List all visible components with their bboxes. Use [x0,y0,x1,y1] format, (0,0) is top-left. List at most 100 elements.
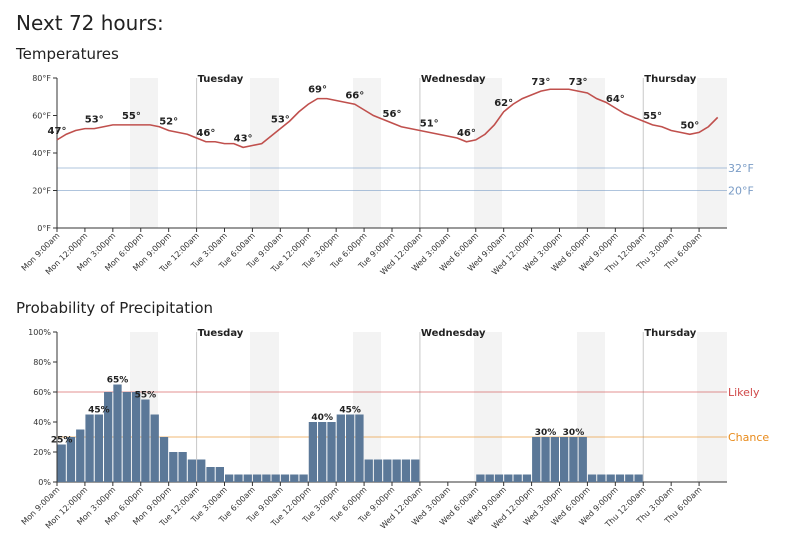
bar [625,474,634,482]
bar [513,474,522,482]
bar [271,474,280,482]
y-tick-label: 100% [28,328,51,337]
bar [327,422,336,482]
bar [85,414,94,482]
value-label: 46° [457,128,476,139]
shade [474,78,502,228]
value-label: 45% [339,406,361,416]
bar [243,474,252,482]
bar [318,422,327,482]
value-label: 65% [107,376,129,386]
bar [606,474,615,482]
bar [597,474,606,482]
y-tick-label: 20% [33,448,51,457]
shade [697,332,727,482]
value-label: 56° [383,109,402,120]
bar [262,474,271,482]
value-label: 69° [308,85,327,96]
bar [401,459,411,482]
bar [215,467,224,482]
shade [697,78,727,228]
value-label: 46° [196,128,215,139]
bar [66,437,76,482]
value-label: 51° [420,118,439,129]
shade [250,332,279,482]
bar [141,399,150,482]
y-tick-label: 40% [33,418,51,427]
reference-label: Likely [728,386,760,399]
bar [178,452,187,482]
bar [578,437,587,482]
bar [383,459,392,482]
bar [234,474,243,482]
bar [532,437,541,482]
y-tick-label: 20°F [32,187,51,196]
bar [634,474,643,482]
chart-title: Probability of Precipitation [16,299,213,317]
day-label: Wednesday [421,74,486,85]
bar [364,459,373,482]
value-label: 50° [680,120,699,131]
shade [474,332,502,482]
day-label: Thursday [644,328,697,339]
bar [57,444,66,482]
value-label: 40% [311,413,333,423]
value-label: 55% [135,391,157,401]
shade [577,78,605,228]
bar [587,474,597,482]
y-tick-label: 40°F [32,149,51,158]
value-label: 62° [494,98,513,109]
shade [353,78,381,228]
value-label: 73° [531,77,550,88]
chart-title: Temperatures [15,45,119,63]
bar [76,429,85,482]
bar [299,474,308,482]
bar [290,474,299,482]
bar [560,437,569,482]
value-label: 52° [159,117,178,128]
value-label: 25% [51,436,73,446]
bar [280,474,290,482]
bar [225,474,234,482]
reference-label: Chance [728,431,769,444]
bar [252,474,262,482]
bar [159,437,169,482]
bar [336,414,345,482]
bar [494,474,504,482]
shade [130,78,158,228]
bar [187,459,197,482]
y-tick-label: 0°F [37,224,51,233]
bar [411,459,420,482]
bar [113,384,122,482]
day-label: Thursday [644,74,697,85]
value-label: 73° [569,77,588,88]
shade [250,78,279,228]
reference-label: 20°F [728,185,754,198]
bar [122,392,131,482]
bar [131,392,141,482]
bar [485,474,494,482]
day-label: Tuesday [198,74,244,85]
page-title: Next 72 hours: [16,11,164,35]
bar [150,414,159,482]
value-label: 47° [48,126,67,137]
bar [169,452,178,482]
value-label: 53° [85,115,104,126]
bar [541,437,550,482]
bar [345,414,355,482]
bar [373,459,383,482]
bar [94,414,104,482]
value-label: 45% [88,406,110,416]
value-label: 64° [606,94,625,105]
temperature-line [56,88,719,149]
bar [392,459,401,482]
y-tick-label: 80% [33,358,51,367]
value-label: 53° [271,115,290,126]
day-label: Wednesday [421,328,486,339]
bar [550,437,559,482]
bar [615,474,625,482]
value-label: 55° [122,111,141,122]
bar [476,474,485,482]
bar [104,392,113,482]
